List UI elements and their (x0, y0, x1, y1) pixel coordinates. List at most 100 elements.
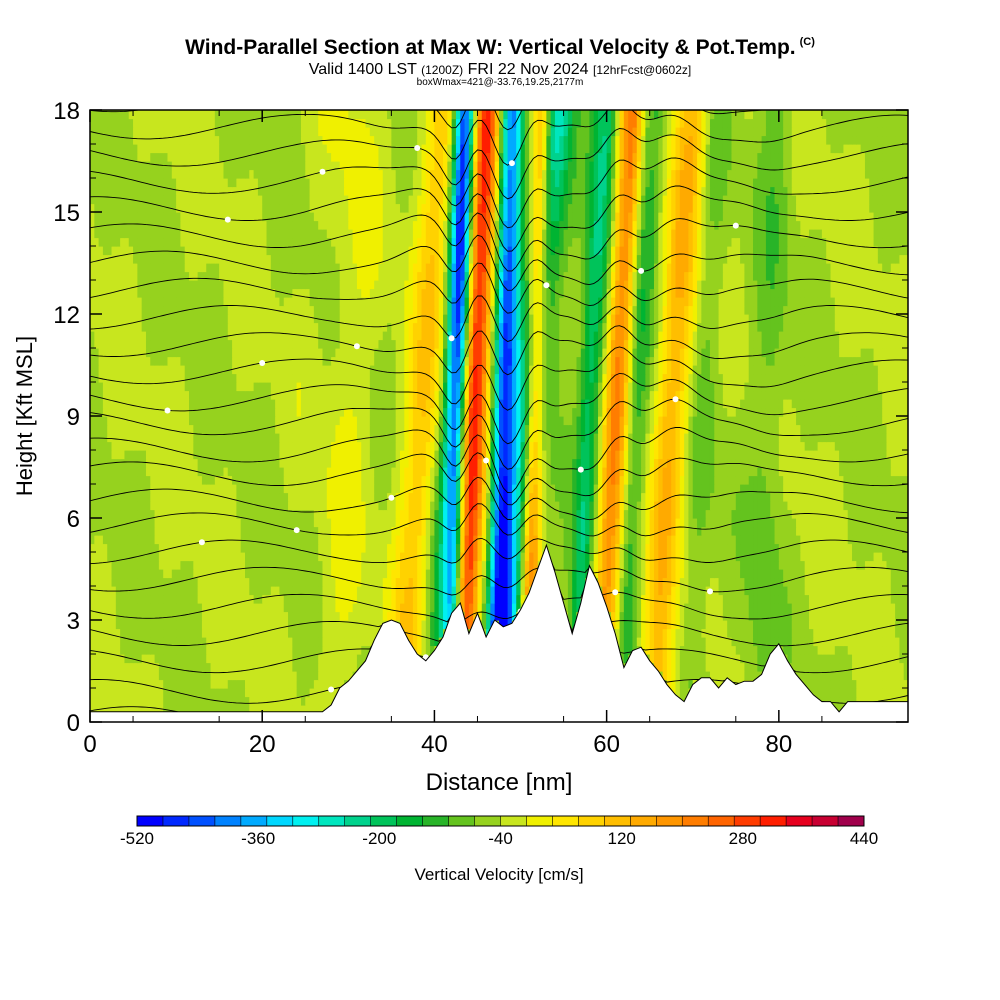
velocity-cell (201, 560, 207, 570)
velocity-cell (877, 679, 883, 689)
velocity-cell (219, 662, 225, 672)
velocity-cell (636, 535, 642, 545)
velocity-cell (430, 611, 436, 621)
velocity-cell (813, 560, 819, 570)
velocity-cell (675, 535, 681, 545)
velocity-cell (722, 645, 728, 655)
velocity-cell (761, 603, 767, 613)
velocity-cell (559, 526, 565, 536)
velocity-cell (150, 603, 156, 613)
velocity-cell (266, 662, 272, 672)
velocity-cell (210, 705, 216, 715)
velocity-cell (903, 518, 908, 528)
velocity-cell (658, 535, 664, 545)
velocity-cell (473, 543, 479, 553)
velocity-cell (253, 586, 259, 596)
velocity-cell (817, 637, 823, 647)
velocity-cell (886, 688, 892, 698)
velocity-cell (714, 671, 720, 681)
velocity-cell (262, 526, 268, 536)
velocity-cell (563, 603, 569, 613)
velocity-cell (331, 628, 336, 638)
velocity-cell (120, 526, 126, 536)
velocity-cell (653, 603, 659, 613)
velocity-cell (223, 679, 229, 689)
velocity-cell (800, 628, 806, 638)
velocity-cell (382, 586, 388, 596)
velocity-cell (262, 543, 268, 553)
velocity-cell (653, 560, 659, 570)
velocity-cell (309, 705, 315, 715)
velocity-cell (193, 705, 199, 715)
velocity-cell (223, 501, 229, 511)
velocity-cell (464, 569, 470, 579)
velocity-cell (128, 645, 134, 655)
velocity-cell (219, 526, 225, 536)
velocity-cell (709, 611, 715, 621)
velocity-cell (167, 509, 173, 519)
velocity-cell (257, 569, 263, 579)
velocity-cell (275, 577, 281, 587)
velocity-cell (158, 611, 164, 621)
velocity-cell (137, 594, 143, 604)
velocity-cell (804, 637, 810, 647)
velocity-cell (365, 603, 371, 613)
velocity-cell (270, 688, 276, 698)
velocity-cell (895, 577, 900, 587)
velocity-cell (537, 518, 543, 528)
velocity-cell (692, 637, 698, 647)
velocity-cell (468, 518, 474, 528)
velocity-cell (150, 611, 156, 621)
velocity-cell (356, 526, 362, 536)
velocity-cell (279, 577, 285, 587)
velocity-cell (300, 662, 306, 672)
velocity-cell (283, 526, 289, 536)
velocity-cell (344, 603, 349, 613)
velocity-cell (666, 645, 672, 655)
velocity-cell (671, 586, 677, 596)
velocity-cell (692, 569, 698, 579)
velocity-cell (503, 586, 509, 596)
velocity-cell (709, 509, 715, 519)
velocity-cell (240, 620, 246, 630)
velocity-cell (511, 577, 517, 587)
velocity-cell (305, 628, 311, 638)
velocity-cell (554, 518, 560, 528)
velocity-cell (253, 492, 259, 502)
velocity-cell (511, 594, 517, 604)
velocity-cell (137, 535, 143, 545)
velocity-cell (451, 603, 457, 613)
velocity-cell (322, 662, 328, 672)
velocity-cell (886, 560, 892, 570)
velocity-cell (494, 552, 500, 562)
velocity-cell (322, 586, 328, 596)
velocity-cell (128, 501, 134, 511)
velocity-cell (852, 637, 857, 647)
velocity-cell (890, 645, 896, 655)
velocity-cell (219, 611, 225, 621)
velocity-cell (339, 552, 345, 562)
velocity-cell (137, 620, 143, 630)
velocity-cell (244, 586, 250, 596)
velocity-cell (598, 552, 603, 562)
velocity-cell (507, 586, 513, 596)
velocity-cell (197, 628, 203, 638)
velocity-cell (817, 569, 823, 579)
velocity-cell (107, 628, 113, 638)
velocity-cell (778, 620, 784, 630)
velocity-cell (443, 543, 448, 553)
velocity-cell (253, 628, 259, 638)
velocity-cell (714, 662, 720, 672)
velocity-cell (107, 671, 113, 681)
velocity-cell (300, 705, 306, 715)
velocity-cell (253, 645, 259, 655)
velocity-cell (869, 501, 875, 511)
velocity-cell (425, 543, 431, 553)
velocity-cell (236, 518, 242, 528)
velocity-cell (589, 509, 595, 519)
velocity-cell (145, 577, 151, 587)
velocity-cell (193, 492, 199, 502)
velocity-cell (395, 594, 401, 604)
velocity-cell (193, 594, 199, 604)
velocity-cell (184, 518, 190, 528)
